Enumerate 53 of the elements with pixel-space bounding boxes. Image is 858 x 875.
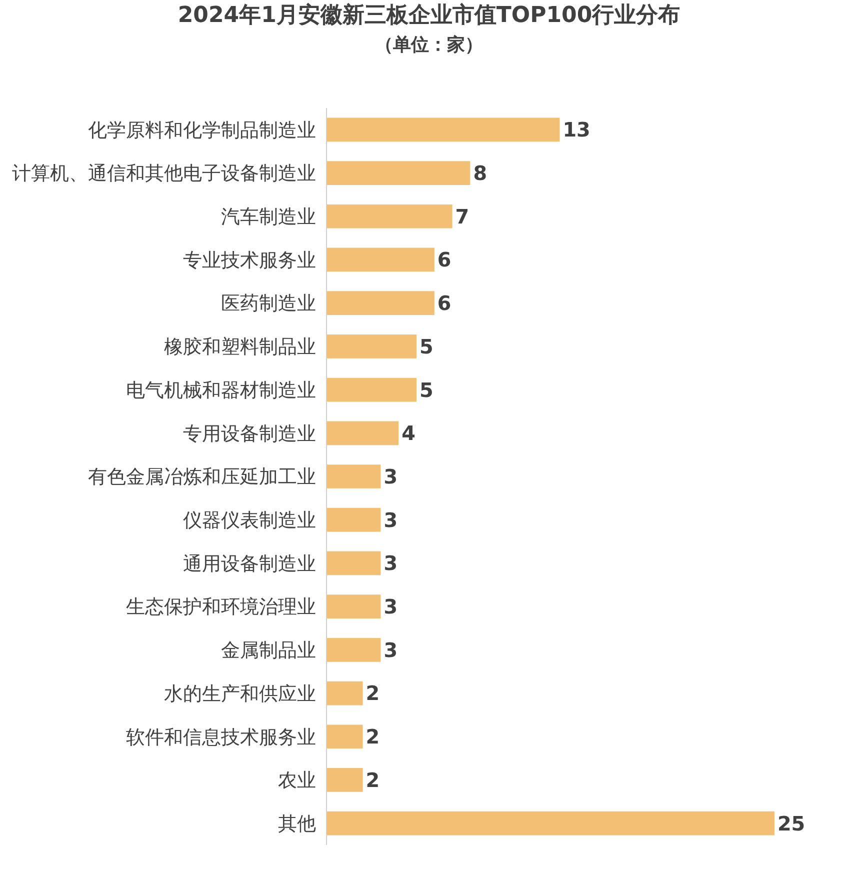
bar [327,421,399,446]
bar [327,291,434,316]
data-label: 3 [384,552,398,576]
bar [327,248,434,272]
data-label: 2 [366,768,380,792]
bar [327,161,470,185]
bar [327,334,416,358]
bar [327,768,363,792]
data-label: 5 [419,378,434,402]
y-tick-label: 其他 [278,812,316,835]
data-label: 7 [455,205,470,228]
chart-subtitle: （单位：家） [375,34,483,56]
bar [327,118,560,142]
y-tick-label: 汽车制造业 [221,206,316,228]
data-label: 3 [384,508,398,532]
data-label: 25 [777,812,806,836]
y-tick-label: 计算机、通信和其他电子设备制造业 [12,162,316,185]
y-tick-label: 金属制品业 [221,640,316,662]
bar [327,594,381,618]
data-label: 6 [437,292,452,316]
data-label: 2 [366,682,380,706]
data-label: 3 [384,465,398,488]
y-tick-label: 通用设备制造业 [183,552,316,575]
y-tick-label: 水的生产和供应业 [164,682,316,705]
y-tick-label: 软件和信息技术服务业 [126,726,316,748]
bar [327,378,416,402]
y-tick-label: 专业技术服务业 [183,249,316,272]
y-tick-label: 仪器仪表制造业 [183,510,316,532]
y-tick-label: 农业 [278,770,316,792]
bar [327,681,363,706]
bar [327,551,381,576]
chart-title: 2024年1月安徽新三板企业市值TOP100行业分布 [178,2,680,28]
data-label: 6 [437,248,452,272]
bar [327,724,363,749]
y-tick-label: 电气机械和器材制造业 [126,379,316,402]
y-tick-label: 医药制造业 [221,292,316,315]
y-tick-label: 专用设备制造业 [183,422,316,445]
y-tick-label: 有色金属冶炼和压延加工业 [88,466,316,488]
data-label: 2 [366,726,380,749]
bar [327,508,381,532]
y-tick-label: 化学原料和化学制品制造业 [88,119,316,142]
data-label: 3 [384,638,398,662]
bar [327,464,381,488]
y-tick-label: 橡胶和塑料制品业 [164,336,316,358]
data-label: 3 [384,596,398,619]
data-label: 5 [419,335,434,358]
y-tick-label: 生态保护和环境治理业 [126,596,316,618]
bar [327,204,452,228]
data-label: 8 [473,162,488,185]
data-label: 13 [562,118,590,142]
bar [327,638,381,662]
data-label: 4 [402,422,416,446]
bar [327,811,774,836]
